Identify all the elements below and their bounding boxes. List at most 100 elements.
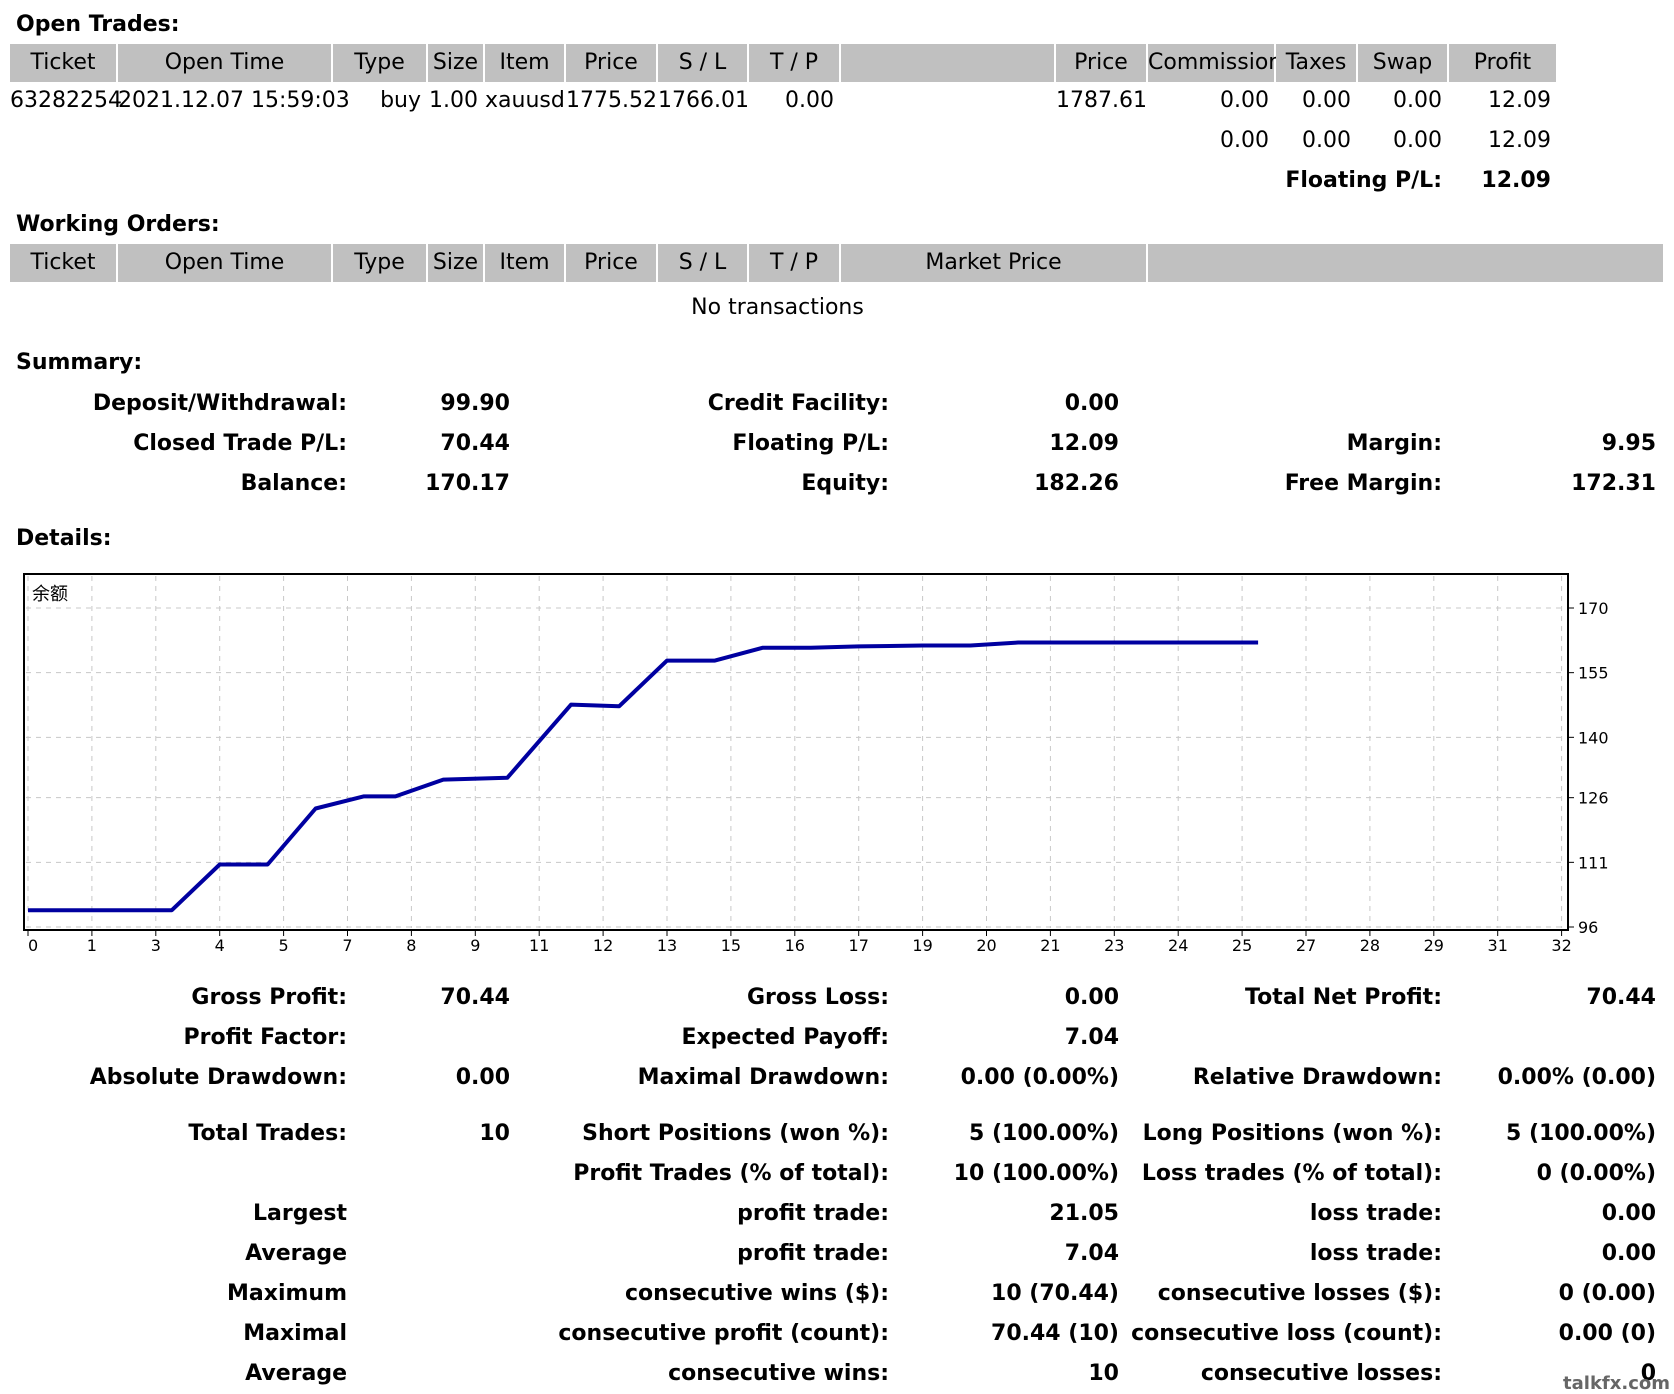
equity-label: Equity:: [801, 471, 889, 496]
wo-col-open-time: Open Time: [118, 244, 331, 282]
details-value: 0 (0.00%): [1536, 1161, 1656, 1186]
equity-value: 182.26: [1034, 471, 1119, 496]
chart-title: 余额: [32, 584, 68, 605]
chart-frame: [23, 573, 1569, 931]
details-label: consecutive loss (count):: [1131, 1321, 1442, 1346]
details-label: Average: [245, 1361, 347, 1386]
details-value: 0.00 (0): [1558, 1321, 1656, 1346]
sl: 1766.01: [658, 88, 749, 113]
details-label: consecutive losses ($):: [1157, 1281, 1442, 1306]
details-value: 70.44: [440, 985, 510, 1010]
x-tick-label: 24: [1168, 936, 1188, 955]
y-tick-label: 170: [1578, 599, 1609, 618]
x-tick-label: 17: [849, 936, 869, 955]
wo-col-price: Price: [566, 244, 656, 282]
details-label: Maximum: [227, 1281, 347, 1306]
details-label: Profit Factor:: [183, 1025, 347, 1050]
x-tick-label: 3: [151, 936, 161, 955]
details-label: Largest: [253, 1201, 347, 1226]
balance-label: Balance:: [240, 471, 347, 496]
commission: 0.00: [1220, 88, 1269, 113]
x-tick-label: 23: [1104, 936, 1124, 955]
summary-floating-label: Floating P/L:: [732, 431, 889, 456]
summary-floating-value: 12.09: [1049, 431, 1119, 456]
x-tick-label: 11: [529, 936, 549, 955]
details-label: consecutive losses:: [1200, 1361, 1442, 1386]
details-value: 10 (100.00%): [953, 1161, 1119, 1186]
details-value: 0.00% (0.00): [1497, 1065, 1656, 1090]
details-value: 70.44 (10): [991, 1321, 1119, 1346]
free-margin-label: Free Margin:: [1284, 471, 1442, 496]
x-tick-label: 16: [785, 936, 805, 955]
col-blank: [841, 44, 1054, 82]
details-label: profit trade:: [737, 1241, 889, 1266]
col-swap: Swap: [1358, 44, 1447, 82]
taxes: 0.00: [1302, 88, 1351, 113]
x-tick-label: 1: [87, 936, 97, 955]
x-tick-label: 28: [1360, 936, 1380, 955]
col-tp: T / P: [749, 44, 839, 82]
col-sl: S / L: [658, 44, 747, 82]
wo-col-market-price: Market Price: [841, 244, 1146, 282]
x-tick-label: 32: [1551, 936, 1571, 955]
col-price: Price: [566, 44, 656, 82]
watermark: talkfx.com: [1563, 1373, 1670, 1394]
x-tick-label: 0: [28, 936, 38, 955]
details-label: Expected Payoff:: [681, 1025, 889, 1050]
item: xauusd: [485, 88, 565, 113]
details-value: 10: [479, 1121, 510, 1146]
details-label: Maximal: [243, 1321, 347, 1346]
floating-pl-value: 12.09: [1481, 168, 1551, 193]
details-label: Total Net Profit:: [1245, 985, 1442, 1010]
y-tick-label: 140: [1578, 728, 1609, 747]
closed-pl-value: 70.44: [440, 431, 510, 456]
margin-label: Margin:: [1346, 431, 1442, 456]
balance-line: [28, 640, 1259, 913]
details-label: consecutive profit (count):: [558, 1321, 889, 1346]
details-value: 10: [1088, 1361, 1119, 1386]
x-tick-label: 4: [215, 936, 225, 955]
deposit-value: 99.90: [440, 391, 510, 416]
details-label: Profit Trades (% of total):: [573, 1161, 889, 1186]
total-taxes: 0.00: [1302, 128, 1351, 153]
x-tick-label: 8: [406, 936, 416, 955]
total-swap: 0.00: [1393, 128, 1442, 153]
details-title: Details:: [16, 526, 112, 551]
details-label: consecutive wins ($):: [624, 1281, 889, 1306]
x-tick-label: 15: [721, 936, 741, 955]
balance-value: 170.17: [425, 471, 510, 496]
open-trades-title: Open Trades:: [16, 12, 180, 37]
details-label: Absolute Drawdown:: [89, 1065, 347, 1090]
credit-value: 0.00: [1064, 391, 1119, 416]
y-tick-label: 96: [1578, 918, 1598, 937]
details-label: Total Trades:: [188, 1121, 347, 1146]
details-value: 70.44: [1586, 985, 1656, 1010]
floating-pl-label: Floating P/L:: [1285, 168, 1442, 193]
col-item: Item: [485, 44, 564, 82]
free-margin-value: 172.31: [1571, 471, 1656, 496]
type: buy: [380, 88, 421, 113]
details-value: 0.00 (0.00%): [960, 1065, 1119, 1090]
details-label: Maximal Drawdown:: [637, 1065, 889, 1090]
tp: 0.00: [785, 88, 834, 113]
swap: 0.00: [1393, 88, 1442, 113]
col-type: Type: [333, 44, 426, 82]
y-axis-ticks: 170 155 140 126 111 96: [1568, 599, 1609, 937]
chart-grid: [26, 576, 1566, 928]
col-open-time: Open Time: [118, 44, 331, 82]
credit-label: Credit Facility:: [707, 391, 889, 416]
x-tick-label: 7: [342, 936, 352, 955]
no-transactions: No transactions: [691, 295, 864, 320]
x-tick-label: 9: [470, 936, 480, 955]
details-label: Average: [245, 1241, 347, 1266]
details-value: 7.04: [1064, 1241, 1119, 1266]
details-value: 10 (70.44): [991, 1281, 1119, 1306]
x-tick-label: 27: [1296, 936, 1316, 955]
col-cur-price: Price: [1056, 44, 1146, 82]
col-ticket: Ticket: [10, 44, 116, 82]
closed-pl-label: Closed Trade P/L:: [133, 431, 347, 456]
details-value: 21.05: [1049, 1201, 1119, 1226]
wo-col-item: Item: [485, 244, 564, 282]
profit: 12.09: [1488, 88, 1551, 113]
details-value: 0.00: [1601, 1201, 1656, 1226]
